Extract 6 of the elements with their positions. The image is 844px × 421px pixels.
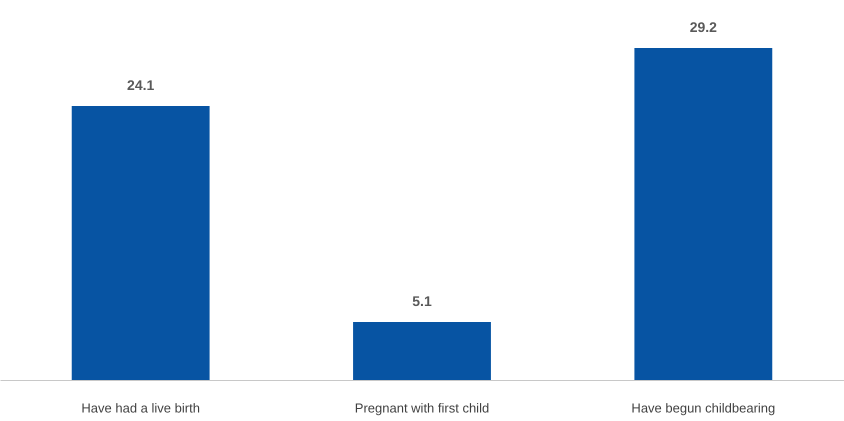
x-tick-label: Have had a live birth	[81, 400, 200, 416]
data-label: 24.1	[127, 76, 155, 93]
data-label: 5.1	[412, 293, 432, 310]
x-tick-label: Pregnant with first child	[354, 400, 490, 416]
data-label: 29.2	[690, 19, 718, 35]
x-tick-label: Have begun childbearing	[631, 400, 776, 416]
